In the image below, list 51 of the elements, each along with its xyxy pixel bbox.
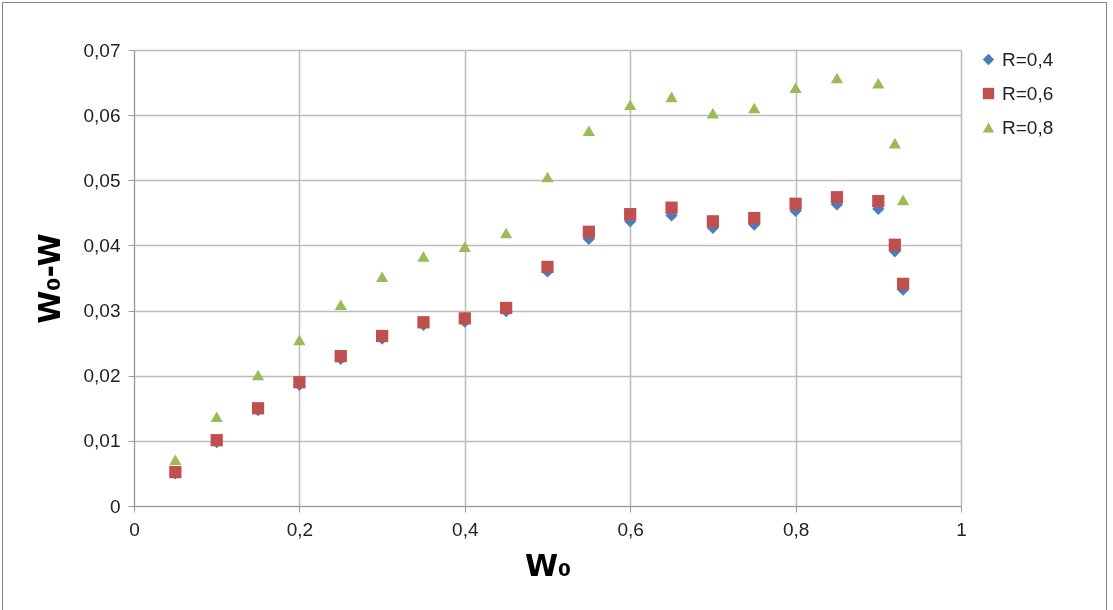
legend-label: R=0,4 bbox=[1002, 48, 1054, 70]
point bbox=[500, 301, 513, 315]
x-tick-label: 0,4 bbox=[452, 518, 479, 540]
y-tick-label: 0 bbox=[109, 495, 121, 517]
point bbox=[582, 125, 595, 137]
x-tick-label: 0,6 bbox=[617, 518, 644, 540]
x-tick-label: 0 bbox=[129, 518, 140, 540]
point bbox=[624, 99, 637, 111]
x-tick-label: 0,8 bbox=[782, 518, 810, 540]
y-tick-label: 0,07 bbox=[83, 39, 121, 61]
y-tick-label: 0,04 bbox=[83, 234, 121, 256]
x-axis-title: W₀ bbox=[524, 547, 572, 583]
point bbox=[624, 208, 637, 221]
point bbox=[417, 251, 430, 262]
point bbox=[872, 77, 885, 89]
y-tick-label: 0,03 bbox=[83, 300, 121, 322]
point bbox=[789, 197, 802, 210]
point bbox=[665, 201, 678, 214]
point bbox=[896, 277, 910, 290]
point bbox=[665, 91, 678, 103]
point bbox=[706, 215, 720, 228]
point bbox=[375, 271, 389, 282]
y-axis-title: W₀-W bbox=[31, 233, 67, 324]
y-tick-label: 0,01 bbox=[83, 430, 121, 452]
point bbox=[872, 195, 885, 208]
point bbox=[541, 171, 554, 183]
point bbox=[251, 369, 265, 381]
point bbox=[896, 194, 910, 206]
point bbox=[748, 211, 761, 225]
y-tick-label: 0,05 bbox=[83, 169, 121, 191]
point bbox=[541, 260, 554, 274]
point bbox=[169, 454, 182, 466]
legend-label: R=0,8 bbox=[1002, 116, 1054, 138]
x-tick-label: 0,2 bbox=[286, 518, 314, 540]
point bbox=[830, 191, 844, 204]
point bbox=[830, 72, 844, 84]
point bbox=[888, 137, 901, 149]
point bbox=[789, 82, 802, 94]
point bbox=[500, 227, 513, 239]
point bbox=[748, 102, 761, 114]
point bbox=[888, 238, 901, 251]
y-tick-label: 0,06 bbox=[83, 104, 121, 126]
x-tick-label: 1 bbox=[956, 518, 967, 540]
point bbox=[210, 411, 223, 423]
y-tick-label: 0,02 bbox=[83, 365, 121, 387]
point bbox=[334, 299, 347, 311]
point bbox=[706, 107, 720, 119]
point bbox=[582, 225, 595, 238]
legend-label: R=0,6 bbox=[1002, 82, 1054, 104]
point bbox=[458, 241, 471, 253]
point bbox=[293, 334, 306, 346]
